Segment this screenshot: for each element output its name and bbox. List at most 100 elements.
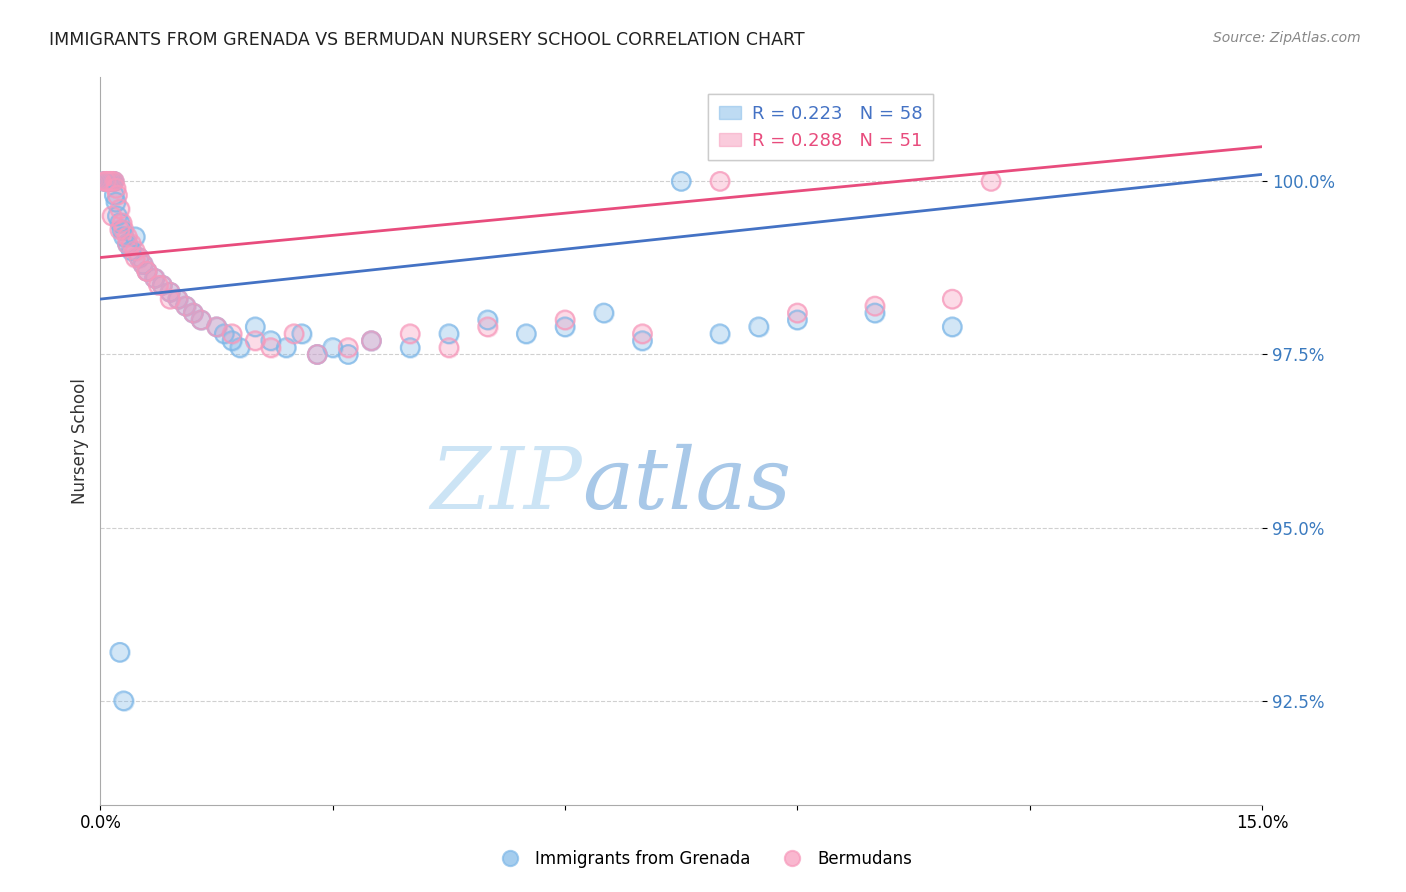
Point (863, 299, 886, 313)
Point (205, 319, 228, 334)
Point (360, 334, 382, 348)
Point (786, 313, 808, 327)
Point (748, 319, 770, 334)
Point (132, 257, 155, 271)
Point (101, 209, 124, 223)
Point (709, 326, 731, 341)
Point (159, 285, 181, 300)
Point (515, 326, 537, 341)
Point (477, 319, 499, 334)
Point (108, 223, 131, 237)
Point (101, 174, 124, 188)
Point (135, 264, 157, 278)
Point (108, 216, 131, 230)
Point (117, 229, 139, 244)
Point (104, 181, 127, 195)
Point (111, 223, 134, 237)
Point (93, 174, 115, 188)
Point (103, 174, 125, 188)
Point (631, 326, 654, 341)
Point (98, 174, 121, 188)
Point (337, 341, 360, 355)
Point (260, 341, 283, 355)
Point (166, 292, 188, 306)
Point (112, 694, 135, 708)
Point (103, 174, 125, 188)
Point (100, 174, 122, 188)
Point (100, 174, 122, 188)
Point (360, 334, 382, 348)
Point (174, 299, 197, 313)
Point (98, 174, 121, 188)
Point (221, 334, 243, 348)
Point (128, 251, 150, 265)
Point (117, 236, 139, 251)
Point (111, 223, 134, 237)
Point (322, 341, 344, 355)
Point (260, 334, 283, 348)
Point (124, 244, 146, 258)
Point (111, 216, 134, 230)
Point (96, 174, 118, 188)
Point (97, 174, 120, 188)
Point (101, 209, 124, 223)
Point (93, 174, 115, 188)
Point (143, 271, 166, 285)
Point (97, 174, 120, 188)
Point (120, 236, 142, 251)
Point (150, 278, 173, 293)
Point (709, 326, 731, 341)
Point (101, 174, 124, 188)
Point (120, 236, 142, 251)
Point (143, 271, 166, 285)
Point (103, 174, 125, 188)
Point (117, 236, 139, 251)
Point (221, 326, 243, 341)
Point (135, 264, 157, 278)
Point (669, 174, 692, 188)
Text: atlas: atlas (582, 443, 792, 526)
Point (360, 334, 382, 348)
Point (108, 223, 131, 237)
Point (101, 174, 124, 188)
Point (124, 244, 146, 258)
Point (112, 229, 135, 244)
Point (148, 278, 170, 293)
Point (786, 306, 808, 320)
Point (786, 306, 808, 320)
Point (101, 174, 124, 188)
Point (112, 229, 135, 244)
Point (100, 174, 122, 188)
Point (437, 326, 460, 341)
Point (174, 299, 197, 313)
Point (174, 299, 197, 313)
Point (631, 334, 654, 348)
Point (135, 264, 157, 278)
Point (135, 264, 157, 278)
Point (190, 313, 212, 327)
Point (150, 278, 173, 293)
Point (104, 195, 127, 210)
Point (786, 313, 808, 327)
Point (214, 326, 236, 341)
Point (245, 319, 267, 334)
Point (307, 347, 329, 361)
Point (181, 306, 204, 320)
Point (96, 174, 118, 188)
Point (399, 326, 422, 341)
Text: ZIP: ZIP (430, 443, 582, 526)
Point (276, 341, 298, 355)
Point (748, 319, 770, 334)
Point (159, 285, 181, 300)
Point (337, 341, 360, 355)
Point (132, 257, 155, 271)
Point (554, 319, 576, 334)
Point (709, 174, 731, 188)
Text: IMMIGRANTS FROM GRENADA VS BERMUDAN NURSERY SCHOOL CORRELATION CHART: IMMIGRANTS FROM GRENADA VS BERMUDAN NURS… (49, 31, 804, 49)
Point (135, 264, 157, 278)
Point (104, 195, 127, 210)
Point (245, 334, 267, 348)
Point (221, 326, 243, 341)
Point (399, 341, 422, 355)
Point (108, 202, 131, 216)
